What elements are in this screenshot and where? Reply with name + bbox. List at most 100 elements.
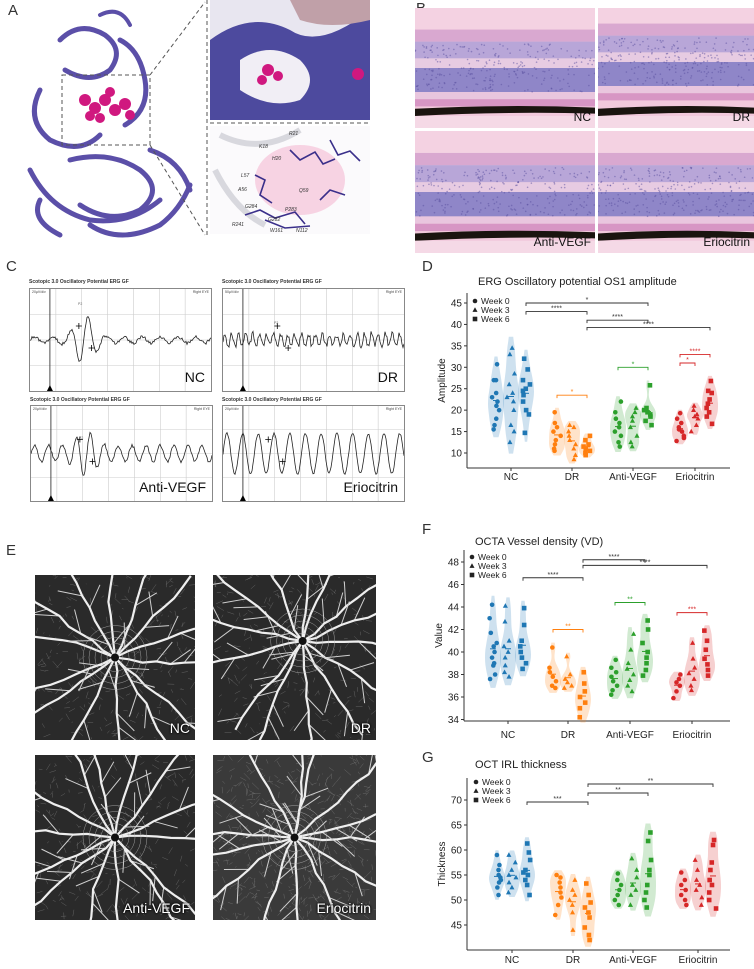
data-point: [705, 667, 711, 673]
data-point: [510, 398, 516, 404]
chart-title-oct: OCT IRL thickness: [475, 759, 567, 771]
data-point: [587, 433, 593, 439]
erg-trace-nc: 20µV/div Right EYE P2 NC: [29, 288, 212, 392]
x-tick-label: Anti-VEGF: [606, 730, 654, 741]
erg-eye-label: Right EYE: [193, 407, 210, 411]
data-point: [707, 877, 712, 883]
protein-structure-figure: [27, 0, 370, 238]
data-point: [554, 424, 560, 430]
data-point: [674, 438, 679, 444]
significance-label: **: [648, 778, 654, 785]
x-tick-label: DR: [565, 472, 579, 483]
erg-trace-anti-vegf: 20µV/div Right EYE P2 Anti-VEGF: [30, 405, 213, 502]
data-point: [569, 902, 575, 907]
data-point: [713, 906, 719, 911]
data-point: [527, 382, 533, 387]
violin-NC-week0: [488, 356, 504, 438]
data-point: [571, 424, 577, 430]
histology-image-anti-vegf: Anti-VEGF: [415, 131, 595, 253]
octa-image-anti-vegf: Anti-VEGF: [35, 755, 195, 920]
data-point: [690, 655, 696, 661]
data-point: [586, 892, 591, 898]
data-point: [645, 409, 650, 415]
data-point: [614, 877, 620, 883]
data-point: [496, 872, 501, 878]
data-point: [553, 685, 558, 691]
y-tick-label: 20: [451, 406, 463, 417]
x-tick-label: Anti-VEGF: [609, 955, 657, 966]
data-point: [627, 424, 633, 430]
data-point: [640, 673, 646, 678]
data-point: [551, 429, 556, 434]
data-point: [633, 405, 639, 410]
violin-Eriocitrin-week0: [669, 671, 685, 701]
significance-bracket: [679, 362, 696, 366]
histology-label: Anti-VEGF: [533, 235, 591, 249]
significance-label: **: [565, 624, 571, 631]
data-point: [505, 649, 511, 654]
data-point: [506, 872, 512, 877]
data-point: [678, 892, 684, 898]
erg-label: Eriocitrin: [343, 479, 398, 495]
data-point: [525, 367, 530, 372]
data-point: [577, 705, 583, 711]
violin-Eriocitrin-week1: [687, 402, 703, 435]
data-point: [487, 615, 492, 621]
significance-bracket: [587, 783, 714, 787]
data-point: [682, 897, 688, 903]
legend-marker: [473, 797, 479, 803]
data-point: [577, 694, 583, 700]
data-point: [628, 439, 634, 445]
peak-marker: [76, 436, 83, 443]
data-point: [618, 399, 624, 404]
data-point: [628, 646, 634, 652]
data-point: [610, 687, 615, 693]
stimulus-marker: [239, 385, 246, 391]
y-axis-label: Amplitude: [437, 358, 448, 403]
data-point: [561, 685, 567, 690]
data-point: [519, 655, 525, 660]
significance-label: *: [571, 389, 574, 396]
data-point: [674, 680, 679, 685]
data-point: [609, 674, 614, 680]
erg-header: Scotopic 3.0 Oscillatory Potential ERG G…: [222, 279, 322, 285]
residue-label: K18: [259, 144, 268, 150]
residue-label: A56: [238, 187, 247, 193]
data-point: [489, 655, 495, 660]
binding-residues-view: [210, 126, 370, 234]
data-point: [634, 874, 640, 880]
octa-label: DR: [350, 720, 371, 736]
data-point: [523, 407, 529, 413]
y-tick-label: 10: [451, 449, 463, 460]
erg-label: Anti-VEGF: [139, 479, 206, 495]
data-point: [506, 637, 512, 643]
erg-label: DR: [377, 369, 398, 385]
data-point: [613, 669, 619, 675]
data-point: [555, 902, 561, 908]
histology-label: NC: [573, 110, 591, 124]
data-point: [634, 867, 640, 872]
erg-eye-label: Right EYE: [192, 290, 209, 294]
data-point: [684, 902, 689, 908]
data-point: [648, 830, 653, 835]
data-point: [583, 437, 588, 443]
data-point: [518, 649, 524, 655]
data-point: [633, 887, 639, 892]
data-point: [709, 860, 715, 865]
ligand-spheres: [79, 87, 135, 123]
chart-2: 45 50 55 60 65 70 Thickness NC DR Anti-VEGF Erioci…: [437, 777, 730, 966]
legend-marker: [473, 788, 479, 793]
data-point: [610, 678, 616, 684]
significance-label: ****: [690, 348, 701, 355]
x-tick-label: NC: [504, 472, 518, 483]
significance-label: **: [627, 597, 633, 604]
x-tick-label: Eriocitrin: [679, 955, 718, 966]
data-point: [551, 446, 557, 452]
data-point: [495, 399, 500, 404]
violin-Anti-VEGF-week1: [625, 852, 641, 911]
y-tick-label: 50: [451, 896, 463, 907]
data-point: [692, 857, 698, 862]
erg-eye-label: Right EYE: [385, 407, 402, 411]
peak-marker: [75, 323, 82, 329]
